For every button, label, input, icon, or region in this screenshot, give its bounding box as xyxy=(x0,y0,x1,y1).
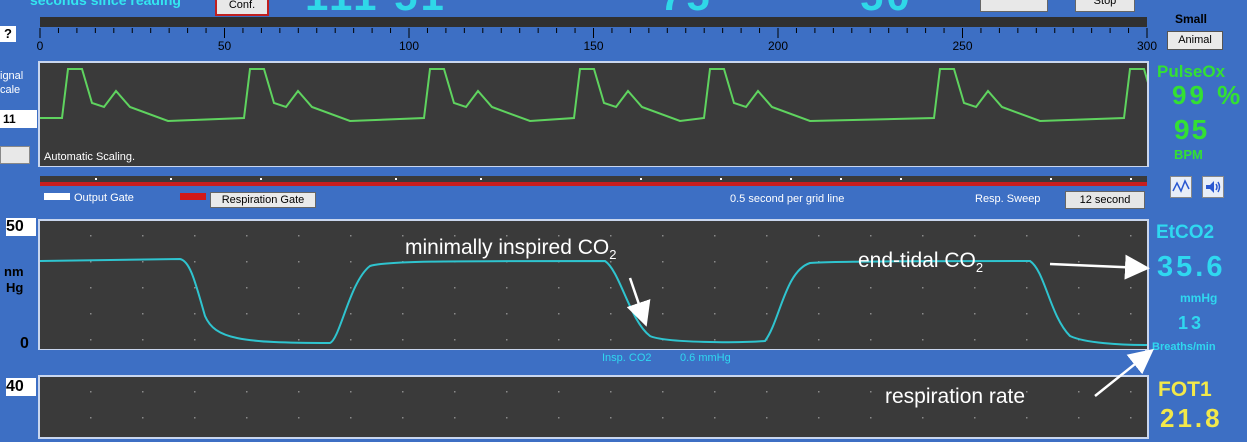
timeline-tick-label: 0 xyxy=(37,39,44,53)
timeline-axis: 0 50 100 150 200 250 300 xyxy=(37,28,1157,53)
gate-markers xyxy=(95,178,1132,180)
heart-rate-value: 95 xyxy=(1174,114,1210,145)
annotation-min-inspired: minimally inspired CO2 xyxy=(405,236,617,263)
etco2-unit-label-1: nm xyxy=(4,264,24,279)
etco2-unit-label-2: Hg xyxy=(6,280,24,295)
etco2-side xyxy=(0,215,38,370)
size-label: Small xyxy=(1175,12,1208,26)
top-header: seconds since reading Conf. 111 51 75 50… xyxy=(0,0,1247,16)
animal-button[interactable]: Animal xyxy=(1167,31,1223,50)
fot-title: FOT1 xyxy=(1158,378,1212,401)
annotation-end-tidal: end-tidal CO2 xyxy=(858,249,984,276)
scale-input[interactable]: 11 xyxy=(0,110,37,128)
signal-scale-label-2: cale xyxy=(0,84,21,96)
pulseox-waveform-panel: Automatic Scaling. xyxy=(38,61,1231,168)
signal-scale-label-1: ignal xyxy=(0,70,24,82)
etco2-value: 35.6 xyxy=(1157,251,1226,283)
auto-scaling-label: Automatic Scaling. xyxy=(44,151,136,163)
resp-sweep-label: Resp. Sweep xyxy=(975,193,1041,205)
elapsed-time-label: seconds since reading xyxy=(30,0,181,8)
conf-button[interactable]: Conf. xyxy=(215,0,269,16)
inspired-co2-value: 0.6 mmHg xyxy=(680,352,731,364)
pulseox-title: PulseOx xyxy=(1157,62,1226,81)
arrow-end-tidal xyxy=(1049,254,1150,280)
etco2-scale-min: 0 xyxy=(20,335,29,352)
spo2-value: 99 % xyxy=(1172,80,1244,110)
respiration-gate-swatch xyxy=(180,193,206,200)
output-gate-label: Output Gate xyxy=(74,192,134,204)
gate-track xyxy=(40,176,1147,186)
timeline-tick-label: 50 xyxy=(218,39,232,53)
stop-button[interactable]: Stop xyxy=(1075,0,1135,12)
respiration-gate-button[interactable]: Respiration Gate xyxy=(210,192,316,208)
arrow-min-inspired xyxy=(626,277,651,327)
resp-sweep-select[interactable]: 12 second xyxy=(1065,191,1145,209)
timeline-tick-label: 250 xyxy=(952,39,972,53)
etco2-scale-max[interactable]: 50 xyxy=(6,218,36,236)
resp-rate-unit: Breaths/min xyxy=(1152,341,1216,353)
header-readout-3: 50 xyxy=(860,0,913,16)
header-button[interactable] xyxy=(980,0,1048,12)
etco2-footer xyxy=(38,350,1145,368)
grid-info-label: 0.5 second per grid line xyxy=(730,193,845,205)
heart-rate-unit: BPM xyxy=(1174,147,1203,162)
speaker-icon[interactable] xyxy=(1202,176,1224,198)
inspired-co2-label: Insp. CO2 xyxy=(602,352,652,364)
waveform-icon[interactable] xyxy=(1170,176,1192,198)
header-readout-2: 75 xyxy=(660,0,713,16)
respiration-gate-bar xyxy=(40,182,1147,186)
timeline-tick-label: 100 xyxy=(399,39,419,53)
annotation-resp-rate: respiration rate xyxy=(885,385,1026,408)
timeline-tick-label: 200 xyxy=(768,39,788,53)
output-gate-swatch xyxy=(44,193,70,200)
gate-strip xyxy=(0,167,1247,213)
etco2-title: EtCO2 xyxy=(1156,222,1215,243)
etco2-unit: mmHg xyxy=(1180,291,1218,305)
pulseox-waveform xyxy=(40,68,1231,123)
fot-scale-max[interactable]: 40 xyxy=(6,378,36,396)
annotation-arrows xyxy=(626,254,1154,397)
timeline-tick-label: 300 xyxy=(1137,39,1157,53)
resp-rate-value: 13 xyxy=(1178,313,1205,333)
arrow-resp-rate xyxy=(1094,348,1154,397)
header-readout-1: 111 51 xyxy=(305,0,447,16)
help-button[interactable]: ? xyxy=(0,26,16,42)
timeline-track[interactable] xyxy=(40,17,1147,27)
timeline-tick-label: 150 xyxy=(583,39,603,53)
fot-readout-bg xyxy=(1150,375,1247,420)
auto-scaling-checkbox[interactable] xyxy=(0,146,30,164)
etco2-waveform xyxy=(39,235,1148,346)
